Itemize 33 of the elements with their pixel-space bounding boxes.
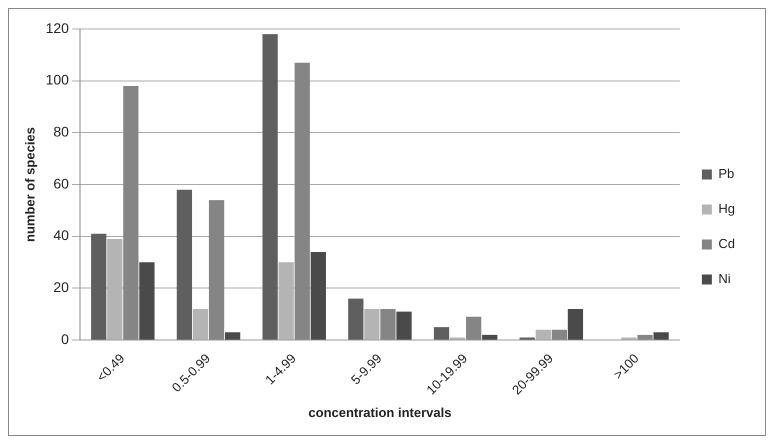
bar xyxy=(552,330,567,340)
legend-label: Ni xyxy=(718,271,731,286)
bar xyxy=(176,190,192,340)
bar xyxy=(396,312,412,340)
y-tick-label: 80 xyxy=(53,124,70,140)
y-axis-title: number of species xyxy=(22,127,38,242)
x-axis-title: concentration intervals xyxy=(308,404,452,420)
legend-label: Pb xyxy=(718,166,734,182)
y-tick-label: 120 xyxy=(46,20,70,36)
bar xyxy=(91,234,106,340)
bar xyxy=(262,34,278,340)
bar xyxy=(348,298,364,340)
bar xyxy=(294,62,310,340)
bar xyxy=(654,332,669,340)
legend-label: Cd xyxy=(718,236,736,252)
bar xyxy=(637,334,653,340)
y-tick-label: 40 xyxy=(53,227,70,244)
legend-label: Hg xyxy=(718,201,736,216)
bar xyxy=(380,308,396,340)
bar xyxy=(224,332,240,340)
bar xyxy=(208,200,224,340)
y-tick-label: 100 xyxy=(46,72,70,88)
bar xyxy=(520,337,535,340)
bar xyxy=(310,252,326,340)
bar xyxy=(568,308,584,340)
bar xyxy=(139,262,155,340)
bar xyxy=(123,86,138,340)
y-tick-label: 20 xyxy=(53,279,70,296)
y-tick-label: 60 xyxy=(53,175,70,192)
bar xyxy=(434,327,450,340)
bar xyxy=(482,334,498,340)
y-tick-label: 0 xyxy=(61,330,70,347)
bar xyxy=(466,316,482,340)
